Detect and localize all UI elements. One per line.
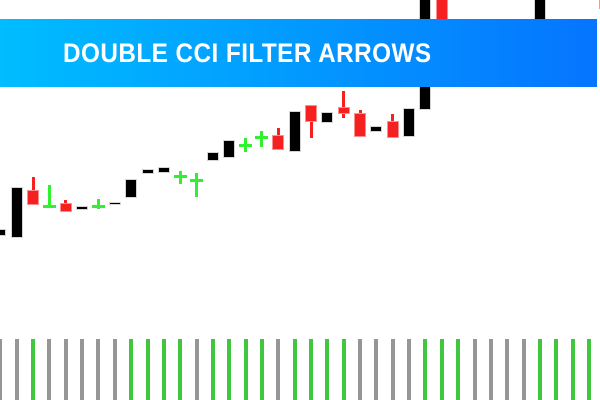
signal-bar <box>194 339 199 400</box>
candle-body <box>206 152 219 161</box>
signal-bar <box>31 339 36 400</box>
signal-bar <box>145 339 150 400</box>
candle-body <box>321 112 334 123</box>
signal-bar <box>243 339 248 400</box>
candle-body <box>403 108 416 137</box>
candle-body <box>125 179 138 198</box>
signal-bar <box>14 339 19 400</box>
candle-body <box>386 121 399 138</box>
signal-bar <box>0 339 3 400</box>
signal-bar <box>96 339 101 400</box>
doji-marker <box>42 204 56 208</box>
candle-body <box>10 187 23 238</box>
signal-bar <box>456 339 461 400</box>
doji-marker <box>47 185 51 208</box>
doji-marker <box>178 171 182 184</box>
candle-body <box>272 135 285 150</box>
signal-bar <box>309 339 313 400</box>
doji-marker <box>195 173 199 197</box>
candle-body <box>223 140 236 158</box>
candle-body <box>370 126 383 132</box>
candle-body <box>108 202 121 205</box>
signal-bar <box>227 339 232 400</box>
signal-bar <box>586 339 591 400</box>
signal-bar <box>521 339 526 400</box>
candle-body <box>27 190 40 205</box>
signal-bar <box>505 339 510 400</box>
candle-body <box>0 229 7 236</box>
signal-bar <box>80 339 85 400</box>
candle-body <box>354 113 367 137</box>
candle-body <box>157 167 170 173</box>
title-banner: DOUBLE CCI FILTER ARROWS <box>0 19 597 87</box>
signal-bar <box>537 339 542 400</box>
candle-body <box>288 111 301 152</box>
signal-bar <box>63 339 68 400</box>
candle-wick <box>342 91 346 118</box>
signal-bar <box>358 339 363 400</box>
signal-bar <box>178 339 183 400</box>
banner-title: DOUBLE CCI FILTER ARROWS <box>63 37 432 68</box>
signal-bar <box>407 339 412 400</box>
candle-body <box>59 203 72 212</box>
signal-bar <box>292 339 297 400</box>
signal-bar <box>210 339 215 400</box>
doji-marker <box>190 178 204 182</box>
signal-bar <box>374 339 379 400</box>
signal-bar <box>341 339 346 400</box>
candle-body <box>337 107 350 114</box>
signal-bar <box>439 339 444 400</box>
doji-marker <box>255 135 269 139</box>
signal-bar <box>570 339 575 400</box>
signal-bar <box>423 339 428 400</box>
signal-bar <box>47 339 52 400</box>
signal-bar <box>325 339 330 400</box>
signal-bar <box>472 339 477 400</box>
signal-bar <box>276 339 281 400</box>
signal-bar <box>161 339 166 400</box>
doji-marker <box>91 204 105 208</box>
candle-body <box>305 105 317 122</box>
signal-bar <box>488 339 493 400</box>
signal-bar <box>129 339 134 400</box>
signal-bar <box>390 339 395 400</box>
doji-marker <box>260 131 264 147</box>
signal-bar <box>554 339 559 400</box>
candle-body <box>141 169 154 174</box>
doji-marker <box>173 174 187 178</box>
doji-marker <box>96 199 100 209</box>
candle-body <box>76 206 89 210</box>
signal-bar <box>112 339 117 400</box>
signal-bar <box>259 339 264 400</box>
doji-marker <box>239 143 253 147</box>
